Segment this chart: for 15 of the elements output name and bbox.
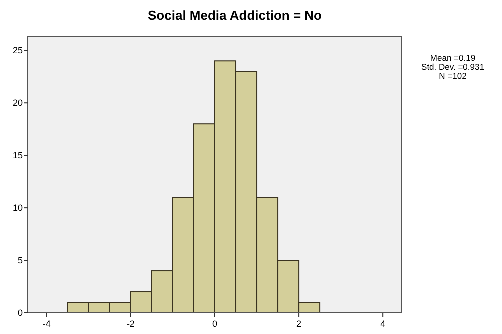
y-tick-label: 15	[12, 150, 23, 161]
x-tick-label: 2	[296, 319, 302, 329]
y-tick-label: 25	[12, 46, 23, 56]
x-tick-label: 4	[380, 319, 386, 329]
text: N =102	[439, 71, 468, 81]
y-tick-label: 20	[12, 98, 23, 108]
x-tick-label: -2	[126, 319, 135, 329]
text: Mean =0.19	[430, 53, 476, 63]
x-tick-label: 0	[212, 319, 218, 329]
y-tick-label: 0	[18, 308, 23, 318]
y-tick-label: 10	[12, 203, 23, 214]
text: Std. Dev. =0.931	[422, 62, 485, 72]
x-tick-label: -4	[42, 319, 51, 329]
chart-title: Social Media Addiction = No	[148, 8, 322, 23]
y-tick-label: 5	[18, 256, 23, 266]
